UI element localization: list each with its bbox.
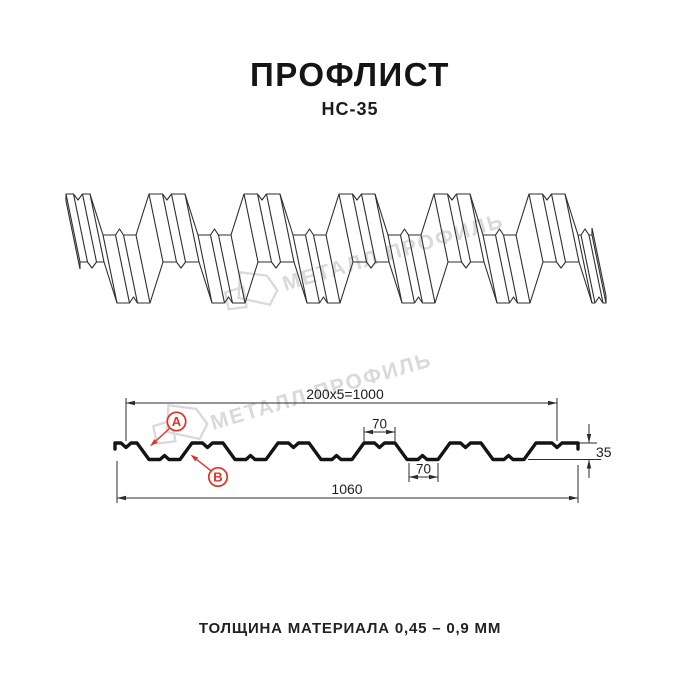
metall-profil-logo-icon [223,270,279,311]
dim-trough-width: 70 [416,462,431,477]
watermark-2: МЕТАЛЛ ПРОФИЛЬ [151,348,435,445]
marker-a: А [150,411,187,447]
page-title: ПРОФЛИСТ [250,56,450,93]
profile-code: НС-35 [321,99,379,119]
dim-crest-width: 70 [372,417,387,432]
thickness-note: ТОЛЩИНА МАТЕРИАЛА 0,45 – 0,9 ММ [198,620,502,637]
metall-profil-logo-icon [151,404,209,445]
marker-a-label: А [172,414,182,429]
dim-total-width: 1060 [331,481,362,497]
profile-3d-lines [65,193,607,304]
sheet-3d-drawing: МЕТАЛЛ ПРОФИЛЬ [65,193,607,311]
marker-b-label: В [213,470,222,485]
marker-b: В [190,454,229,488]
cross-section-drawing: МЕТАЛЛ ПРОФИЛЬ 200x5=1000 70 70 35 1060 [113,348,612,503]
dim-height: 35 [596,444,612,460]
dim-module-formula: 200x5=1000 [306,386,384,402]
watermark-text: МЕТАЛЛ ПРОФИЛЬ [280,209,507,296]
dimension-lines [116,398,601,503]
profile-outline [113,441,580,462]
